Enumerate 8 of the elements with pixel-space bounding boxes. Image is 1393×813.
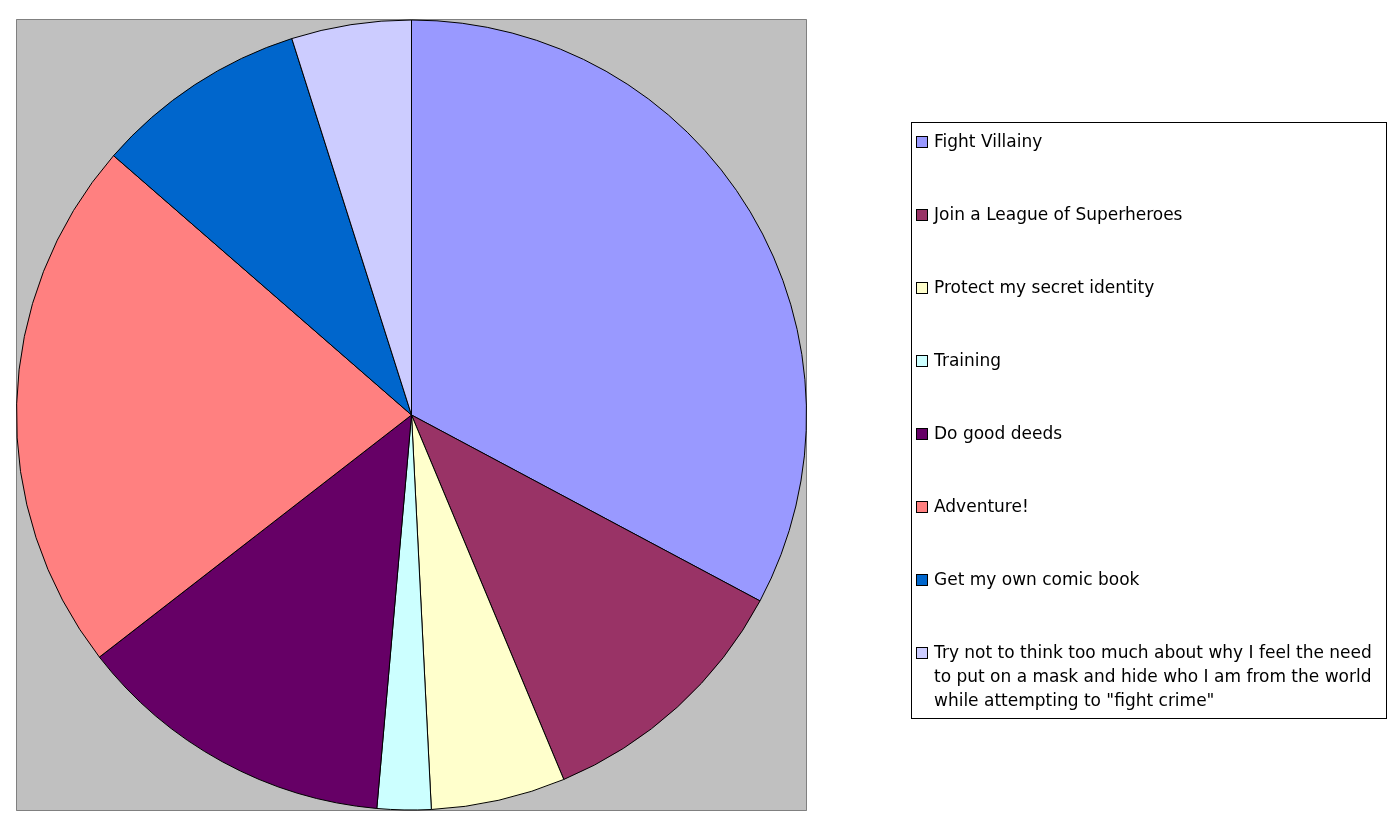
legend-label: Protect my secret identity — [934, 276, 1155, 299]
legend-label: Fight Villainy — [934, 130, 1043, 153]
legend-label: Try not to think too much about why I feel the need to put on a mask and hide who I am from the world while attempting to "fight crime" — [934, 641, 1373, 712]
legend-label: Training — [934, 349, 1002, 372]
legend-label: Join a League of Superheroes — [934, 203, 1183, 226]
legend-label: Get my own comic book — [934, 568, 1140, 591]
legend-label: Adventure! — [934, 495, 1029, 518]
legend-label: Do good deeds — [934, 422, 1063, 445]
